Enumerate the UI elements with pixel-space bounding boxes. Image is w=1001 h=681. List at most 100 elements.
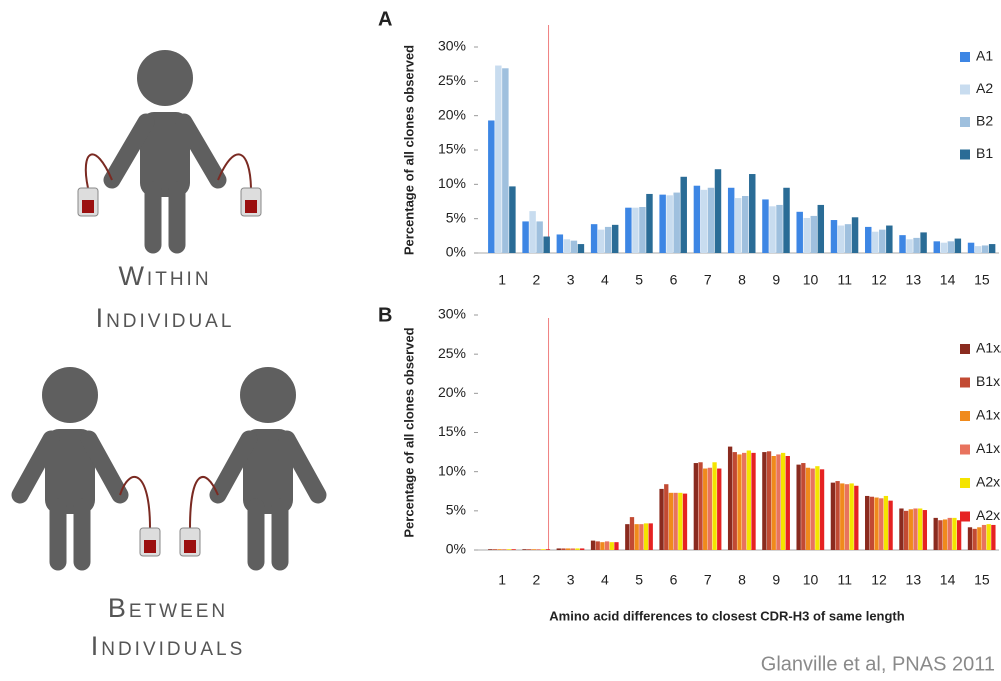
bar: [643, 523, 649, 550]
bar: [903, 510, 909, 550]
bar: [529, 211, 536, 253]
bar: [648, 523, 653, 550]
bar: [595, 541, 600, 550]
y-axis-label: Percentage of all clones observed: [401, 45, 416, 255]
bar: [967, 242, 975, 253]
bar: [819, 469, 825, 550]
bar: [712, 462, 717, 550]
bar: [981, 524, 987, 550]
bar: [590, 540, 596, 550]
bar: [680, 176, 687, 253]
legend-label: A2xB1: [976, 474, 1001, 490]
bar: [746, 450, 751, 550]
x-tick-label: 14: [940, 272, 956, 288]
bar: [536, 221, 543, 253]
bar: [776, 204, 783, 253]
bar: [796, 464, 801, 550]
bar: [541, 549, 546, 550]
x-tick-label: 4: [601, 572, 609, 588]
bar: [614, 542, 619, 550]
bar: [734, 198, 742, 253]
x-tick-label: 11: [838, 272, 853, 288]
person-within: [77, 50, 262, 254]
bar: [844, 224, 852, 253]
bar: [609, 542, 614, 550]
bar: [703, 468, 708, 550]
caption: Individuals: [91, 631, 246, 661]
bar: [604, 226, 612, 253]
bar: [991, 524, 996, 550]
legend-label: B1xB2: [976, 373, 1001, 389]
legend-swatch: [960, 478, 970, 488]
bar: [947, 517, 952, 550]
bar: [600, 542, 605, 550]
x-tick-label: 13: [906, 272, 922, 288]
bar: [625, 524, 630, 550]
bar: [492, 549, 498, 550]
bar: [506, 549, 512, 550]
bar: [830, 220, 838, 253]
bar: [556, 548, 561, 550]
bar: [874, 497, 879, 550]
bar: [590, 224, 598, 253]
bar: [611, 224, 619, 253]
bar: [737, 454, 742, 550]
bar: [771, 456, 776, 550]
bar: [981, 245, 989, 253]
bar: [886, 225, 893, 253]
bar: [742, 196, 749, 253]
bar: [727, 187, 735, 253]
bar: [511, 549, 516, 550]
bar: [575, 548, 580, 550]
bar: [659, 488, 664, 550]
bar: [668, 492, 674, 550]
y-tick-label: 15%: [438, 141, 466, 157]
x-tick-label: 11: [838, 572, 853, 588]
y-tick-label: 20%: [438, 384, 466, 400]
x-tick-label: 4: [601, 272, 609, 288]
x-tick-label: 9: [772, 272, 780, 288]
bar: [780, 452, 786, 550]
bar: [565, 548, 571, 550]
bar: [913, 237, 920, 253]
bar: [632, 207, 639, 253]
y-axis-label: Percentage of all clones observed: [401, 327, 416, 537]
bar: [522, 549, 527, 550]
bar: [783, 187, 790, 253]
bar: [972, 528, 977, 550]
bar: [700, 189, 708, 253]
bar: [531, 549, 537, 550]
y-tick-label: 25%: [438, 72, 466, 88]
bar: [785, 456, 790, 550]
bar: [545, 549, 551, 550]
bar: [717, 468, 722, 550]
bar: [762, 452, 767, 550]
bar: [908, 509, 913, 550]
bar: [732, 452, 737, 550]
bar: [830, 482, 836, 550]
y-tick-label: 10%: [438, 175, 466, 191]
bar: [899, 508, 904, 550]
x-tick-label: 8: [738, 572, 746, 588]
persons-between: [11, 367, 327, 571]
x-tick-label: 1: [498, 572, 506, 588]
bar: [899, 235, 906, 253]
bar: [922, 510, 928, 550]
x-tick-label: 12: [871, 272, 887, 288]
bar: [769, 206, 776, 253]
bar: [570, 548, 575, 550]
bar: [522, 221, 529, 253]
bar: [913, 508, 918, 550]
bar: [801, 463, 806, 550]
x-tick-label: 14: [940, 572, 956, 588]
x-tick-label: 3: [567, 572, 575, 588]
bar: [646, 193, 653, 253]
bar: [634, 524, 639, 550]
bar: [815, 466, 820, 550]
bar: [879, 229, 886, 253]
legend-swatch: [960, 344, 970, 354]
bar: [988, 244, 996, 253]
bar: [933, 517, 938, 550]
